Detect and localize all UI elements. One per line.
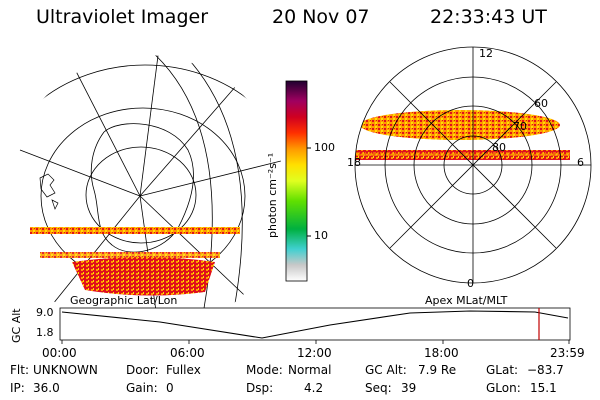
mlt-label-18: 18 bbox=[347, 156, 361, 169]
flt-label: Flt: bbox=[10, 363, 29, 377]
timeline-xtick-0600: 06:00 bbox=[170, 346, 205, 360]
mlat-label-80: 80 bbox=[492, 141, 506, 154]
colorbar-tick-100: 100 bbox=[314, 141, 335, 154]
mlt-label-0: 0 bbox=[467, 277, 474, 290]
colorbar bbox=[285, 80, 308, 282]
timeline-xtick-1200: 12:00 bbox=[297, 346, 332, 360]
colorbar-tick-10: 10 bbox=[314, 229, 328, 242]
ip-label: IP: bbox=[10, 381, 25, 395]
mlt-label-12: 12 bbox=[479, 47, 493, 60]
mlat-label-60: 60 bbox=[534, 97, 548, 110]
gain-value: 0 bbox=[166, 381, 174, 395]
timeline-xtick-1800: 18:00 bbox=[424, 346, 459, 360]
gcalt-value: 7.9 Re bbox=[418, 363, 457, 377]
timeline-ylabel: GC Alt bbox=[10, 308, 23, 343]
door-value: Fullex bbox=[166, 363, 201, 377]
polar-plot bbox=[354, 46, 592, 284]
altitude-timeline bbox=[59, 307, 571, 344]
ip-value: 36.0 bbox=[33, 381, 60, 395]
timeline-xtick-2359: 23:59 bbox=[550, 346, 585, 360]
timeline-xtick-0000: 00:00 bbox=[42, 346, 77, 360]
altitude-curve bbox=[61, 310, 569, 339]
mode-value: Normal bbox=[288, 363, 332, 377]
glon-value: 15.1 bbox=[530, 381, 557, 395]
glat-value: −83.7 bbox=[527, 363, 564, 377]
door-label: Door: bbox=[126, 363, 159, 377]
timeline-ytick-bottom: 1.8 bbox=[36, 326, 54, 339]
instrument-title: Ultraviolet Imager bbox=[36, 6, 209, 28]
aurora-oval-region bbox=[72, 257, 215, 296]
flt-value: UNKNOWN bbox=[33, 363, 98, 377]
glat-label: GLat: bbox=[486, 363, 519, 377]
geographic-label: Geographic Lat/Lon bbox=[70, 294, 178, 307]
geographic-map bbox=[5, 55, 285, 335]
seq-label: Seq: bbox=[365, 381, 392, 395]
dsp-label: Dsp: bbox=[246, 381, 274, 395]
colorbar-unit-label: photon cm⁻²s⁻¹ bbox=[266, 152, 279, 238]
glon-label: GLon: bbox=[486, 381, 521, 395]
dsp-value: 4.2 bbox=[304, 381, 324, 395]
gcalt-label: GC Alt: bbox=[365, 363, 407, 377]
timeline-ytick-top: 9.0 bbox=[36, 306, 54, 319]
mlat-label-70: 70 bbox=[513, 120, 527, 133]
mode-label: Mode: bbox=[246, 363, 283, 377]
seq-value: 39 bbox=[401, 381, 417, 395]
time-label: 22:33:43 UT bbox=[430, 6, 547, 28]
aurora-band-upper bbox=[30, 227, 240, 234]
date-label: 20 Nov 07 bbox=[272, 6, 370, 28]
apex-label: Apex MLat/MLT bbox=[425, 294, 508, 307]
gain-label: Gain: bbox=[126, 381, 158, 395]
mlt-label-6: 6 bbox=[577, 156, 584, 169]
